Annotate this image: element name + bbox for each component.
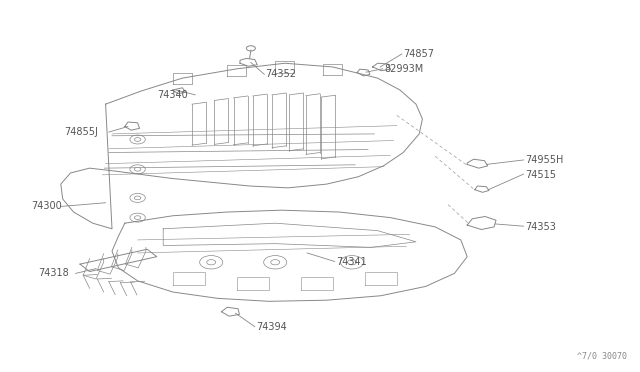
Text: 74340: 74340 — [157, 90, 188, 100]
Text: 74855J: 74855J — [64, 127, 98, 137]
Text: 74353: 74353 — [525, 222, 556, 232]
Circle shape — [348, 260, 356, 265]
Circle shape — [271, 260, 280, 265]
Circle shape — [207, 260, 216, 265]
Text: 74300: 74300 — [31, 202, 61, 211]
Text: 74318: 74318 — [38, 269, 69, 278]
Text: 74352: 74352 — [266, 70, 296, 79]
Text: 82993M: 82993M — [384, 64, 423, 74]
Text: 74955H: 74955H — [525, 155, 563, 165]
Circle shape — [134, 216, 141, 219]
Text: 74394: 74394 — [256, 323, 287, 332]
Text: 74515: 74515 — [525, 170, 556, 180]
Circle shape — [134, 138, 141, 141]
Circle shape — [134, 167, 141, 171]
Text: 74857: 74857 — [403, 49, 434, 59]
Text: ^7/0 30070: ^7/0 30070 — [577, 351, 627, 360]
Circle shape — [134, 196, 141, 200]
Text: 74341: 74341 — [336, 257, 367, 267]
